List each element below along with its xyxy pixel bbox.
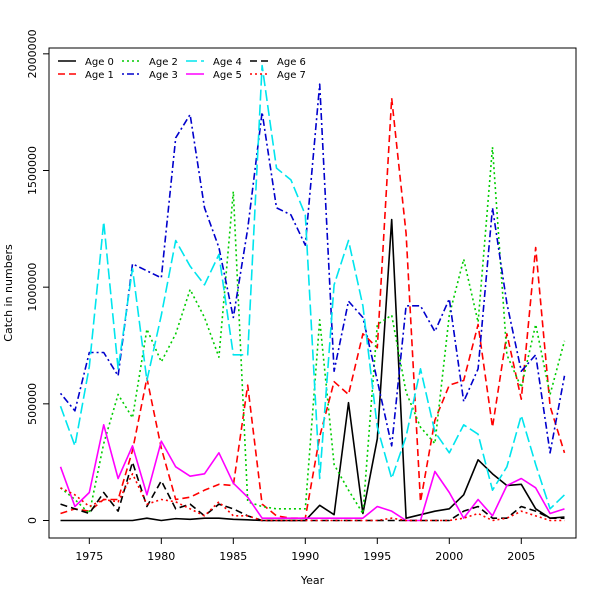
x-tick-label: 1985 <box>219 550 247 563</box>
x-tick-label: 1975 <box>75 550 103 563</box>
y-tick-label: 0 <box>26 517 39 524</box>
legend-label-age-7: Age 7 <box>277 70 306 81</box>
series-line-age-0 <box>60 218 565 522</box>
legend-label-age-2: Age 2 <box>149 57 178 68</box>
series-line-age-1 <box>60 97 566 519</box>
x-tick-label: 2005 <box>507 550 535 563</box>
series-line-age-5 <box>59 424 565 522</box>
y-axis: 0 500000 1000000 1500000 2000000 <box>26 29 50 524</box>
series-line-age-6 <box>60 461 565 522</box>
x-tick-label: 1980 <box>147 550 175 563</box>
x-axis: 1975 1980 1985 1990 1995 2000 2005 <box>75 537 535 563</box>
legend-label-age-4: Age 4 <box>213 57 242 68</box>
y-tick-label: 2000000 <box>26 29 39 78</box>
y-tick-label: 500000 <box>26 383 39 425</box>
y-axis-label: Catch in numbers <box>2 244 15 342</box>
series-line-age-7 <box>60 473 565 522</box>
legend-label-age-5: Age 5 <box>213 70 242 81</box>
series-line-age-4 <box>59 64 566 510</box>
series-layer <box>59 64 566 522</box>
legend-label-age-0: Age 0 <box>85 57 114 68</box>
x-tick-label: 1990 <box>291 550 319 563</box>
legend-label-age-1: Age 1 <box>85 70 114 81</box>
legend: Age 0 Age 1 Age 2 Age 3 Age 4 Age 5 Age 6 Age 7 <box>58 57 306 81</box>
x-tick-label: 2000 <box>435 550 463 563</box>
y-tick-label: 1500000 <box>26 146 39 195</box>
x-tick-label: 1995 <box>363 550 391 563</box>
legend-label-age-6: Age 6 <box>277 57 306 68</box>
legend-label-age-3: Age 3 <box>149 70 178 81</box>
y-tick-label: 1000000 <box>26 263 39 312</box>
series-line-age-3 <box>59 83 566 454</box>
series-line-age-2 <box>60 146 566 515</box>
x-axis-label: Year <box>300 574 325 587</box>
